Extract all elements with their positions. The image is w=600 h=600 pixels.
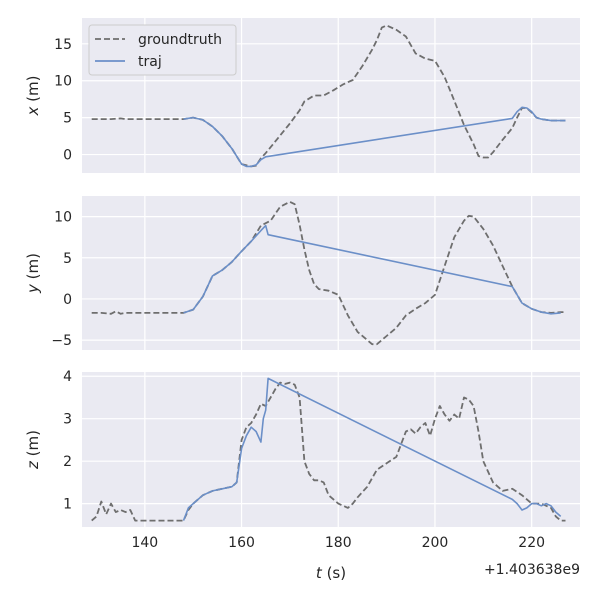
y-tick-label: 4 [63, 369, 72, 385]
x-tick-label: 200 [422, 535, 449, 551]
legend-label-groundtruth: groundtruth [138, 32, 222, 48]
series-line-traj [183, 224, 561, 315]
y-axis-label: x (m) [24, 76, 42, 117]
legend-label-traj: traj [138, 54, 162, 70]
y-tick-label: 5 [63, 251, 72, 267]
subplot-2: −5 0 5 10 y (m) [24, 196, 580, 350]
y-tick-label: 1 [63, 497, 72, 513]
y-axis-label: z (m) [24, 430, 42, 470]
plot-background [82, 372, 580, 527]
y-axis-label: y (m) [24, 253, 42, 294]
x-offset-label: +1.403638e9 [484, 562, 580, 578]
series-line-traj [183, 106, 566, 168]
subplot-1: 0 5 10 15 x (m) groundtruth traj [24, 18, 580, 173]
legend: groundtruth traj [88, 24, 237, 76]
series-line-groundtruth [91, 200, 566, 346]
y-tick-label: 0 [63, 292, 72, 308]
x-tick-label: 140 [131, 535, 158, 551]
x-tick-label: 180 [325, 535, 352, 551]
series-line-traj [182, 377, 562, 521]
x-tick-label: 220 [518, 535, 545, 551]
y-tick-label: 2 [63, 454, 72, 470]
series-line-groundtruth [91, 381, 566, 522]
y-tick-label: 15 [54, 37, 72, 53]
subplot-3: 1 2 3 4 z (m) 140 160 180 200 220 t (s) +1.403638e9 [24, 369, 580, 582]
plot-background [82, 196, 580, 350]
x-axis-label: t (s) [316, 564, 346, 582]
y-tick-label: 0 [63, 148, 72, 164]
y-tick-label: 10 [54, 74, 72, 90]
y-tick-label: 3 [63, 412, 72, 428]
y-tick-label: 10 [54, 210, 72, 226]
series-line-groundtruth [91, 24, 566, 168]
x-tick-label: 160 [228, 535, 255, 551]
legend-box [88, 24, 237, 76]
y-tick-label: 5 [63, 111, 72, 127]
y-tick-label: −5 [51, 333, 72, 349]
